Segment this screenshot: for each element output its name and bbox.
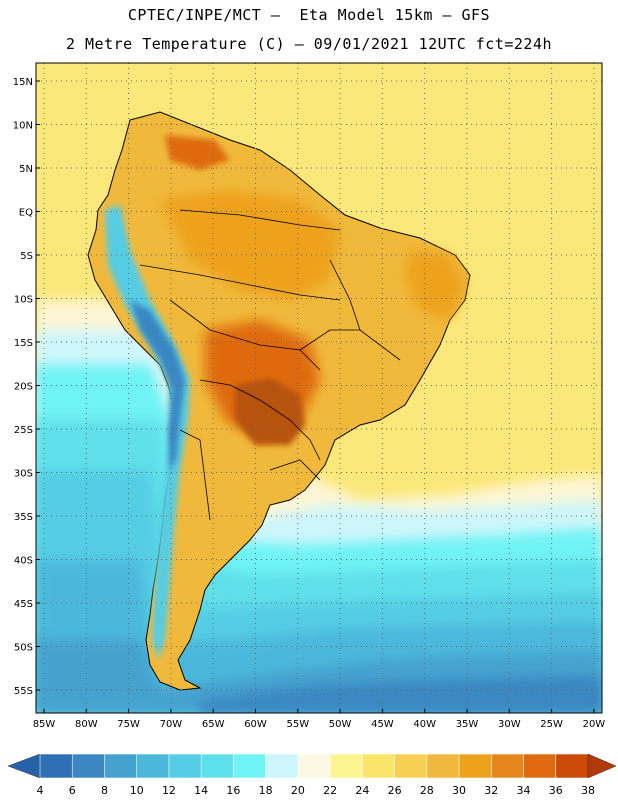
colorbar-label: 14 <box>194 784 208 797</box>
lat-tick-label: 40S <box>14 556 33 567</box>
heat-patch-amazon <box>160 190 340 300</box>
lat-tick-label: 55S <box>14 686 33 697</box>
colorbar-swatch <box>265 753 299 779</box>
colorbar-label: 4 <box>37 784 44 797</box>
colorbar-swatch <box>458 753 493 779</box>
colorbar-label: 22 <box>323 784 337 797</box>
lon-tick-label: 50W <box>329 719 352 730</box>
colorbar-swatch <box>104 753 138 779</box>
heat-patch-north <box>165 135 230 170</box>
lat-tick-label: 30S <box>14 469 33 480</box>
colorbar-swatch <box>168 753 202 779</box>
colorbar-label: 38 <box>581 784 595 797</box>
colorbar-label: 34 <box>517 784 531 797</box>
andes-high-strip <box>130 300 185 470</box>
colorbar-swatch <box>200 753 235 779</box>
colorbar-label: 10 <box>130 784 144 797</box>
colorbar-high-arrow <box>587 753 617 779</box>
colorbar-swatch <box>329 753 364 779</box>
heat-patch-chaco <box>235 378 305 445</box>
lon-tick-label: 40W <box>413 719 436 730</box>
colorbar-swatch <box>555 753 589 779</box>
lon-tick-label: 75W <box>117 719 140 730</box>
lon-tick-label: 65W <box>202 719 225 730</box>
colorbar-swatch <box>297 753 331 779</box>
lon-tick-label: 35W <box>456 719 479 730</box>
longitude-axis: 85W 80W 75W 70W 65W 60W 55W 50W 45W 40W 35W 30W 25W 2… <box>33 709 606 730</box>
colorbar-swatch <box>426 753 460 779</box>
lon-tick-label: 25W <box>540 719 563 730</box>
lat-tick-label: 10N <box>13 121 33 132</box>
lat-tick-label: 25S <box>14 425 33 436</box>
colorbar-swatch <box>136 753 170 779</box>
andes-cold-strip <box>105 205 190 660</box>
colorbar-label: 8 <box>101 784 108 797</box>
lat-tick-label: 15N <box>13 77 33 88</box>
colorbar-swatch <box>39 753 74 779</box>
lon-tick-label: 20W <box>583 719 606 730</box>
colorbar-label: 16 <box>226 784 240 797</box>
colorbar-swatch <box>233 753 267 779</box>
colorbar-label: 18 <box>259 784 273 797</box>
lon-tick-label: 30W <box>498 719 521 730</box>
colorbar-swatch <box>362 753 396 779</box>
colorbar-label: 26 <box>388 784 402 797</box>
colorbar-swatch <box>394 753 428 779</box>
latitude-axis: 15N 10N 5N EQ 5S 10S 15S 20S 25S 30S 35S 40S 45S 50S 5… <box>13 77 40 697</box>
lon-tick-label: 45W <box>371 719 394 730</box>
lat-tick-label: 5S <box>20 251 33 262</box>
colorbar-label: 28 <box>420 784 434 797</box>
lat-tick-label: EQ <box>19 208 33 219</box>
map-title-line-1: CPTEC/INPE/MCT – Eta Model 15km – GFS <box>127 6 491 24</box>
colorbar-label: 32 <box>484 784 498 797</box>
lat-tick-label: 5N <box>19 164 33 175</box>
heat-patch-northeast <box>405 250 465 320</box>
ocean-band-6 <box>200 676 602 713</box>
lon-tick-label: 80W <box>75 719 98 730</box>
colorbar-label: 36 <box>549 784 563 797</box>
lat-tick-label: 20S <box>14 382 33 393</box>
map-title-line-2: 2 Metre Temperature (C) – 09/01/2021 12U… <box>65 35 553 53</box>
colorbar-label: 20 <box>291 784 305 797</box>
lon-tick-label: 70W <box>160 719 183 730</box>
color-scale-bar: 4 6 8 10 12 14 16 18 20 22 24 26 28 30 32 34 36 38 <box>7 753 617 797</box>
lat-tick-label: 45S <box>14 599 33 610</box>
colorbar-label: 12 <box>162 784 176 797</box>
colorbar-label: 24 <box>355 784 369 797</box>
lon-tick-label: 60W <box>244 719 267 730</box>
lon-tick-label: 55W <box>286 719 309 730</box>
lon-tick-label: 85W <box>33 719 56 730</box>
lat-tick-label: 50S <box>14 643 33 654</box>
lat-tick-label: 10S <box>14 295 33 306</box>
graticule <box>36 63 602 713</box>
colorbar-label: 30 <box>452 784 466 797</box>
map-frame <box>35 62 603 714</box>
colorbar-swatch <box>523 753 557 779</box>
map-field <box>36 63 602 713</box>
colorbar-low-arrow <box>7 753 41 779</box>
lat-tick-label: 35S <box>14 512 33 523</box>
lat-tick-label: 15S <box>14 338 33 349</box>
country-borders <box>139 209 401 521</box>
colorbar-label: 6 <box>69 784 76 797</box>
colorbar-swatch <box>71 753 106 779</box>
colorbar-swatch <box>490 753 525 779</box>
